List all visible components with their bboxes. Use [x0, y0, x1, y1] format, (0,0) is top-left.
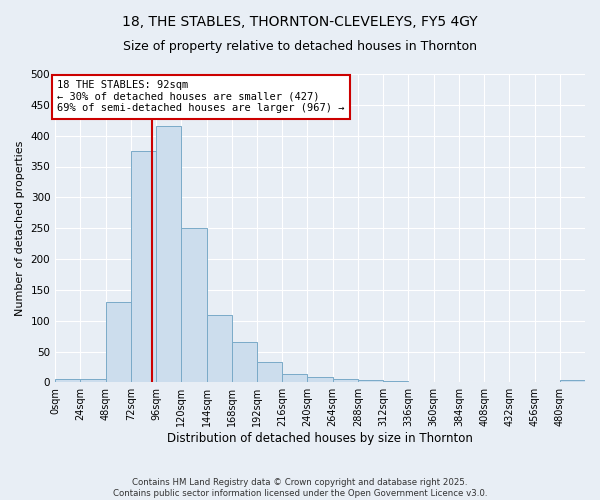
Bar [131, 151, 156, 382]
Bar [383, 381, 409, 382]
Text: 18, THE STABLES, THORNTON-CLEVELEYS, FY5 4GY: 18, THE STABLES, THORNTON-CLEVELEYS, FY5… [122, 15, 478, 29]
Bar [206, 314, 232, 382]
Bar [181, 228, 206, 382]
Text: Contains HM Land Registry data © Crown copyright and database right 2025.
Contai: Contains HM Land Registry data © Crown c… [113, 478, 487, 498]
Bar [358, 380, 383, 382]
Bar [156, 126, 181, 382]
Bar [282, 374, 307, 382]
Bar [257, 362, 282, 382]
Bar [332, 380, 358, 382]
Bar [80, 380, 106, 382]
Y-axis label: Number of detached properties: Number of detached properties [15, 140, 25, 316]
Bar [307, 378, 332, 382]
Bar [232, 342, 257, 382]
Text: Size of property relative to detached houses in Thornton: Size of property relative to detached ho… [123, 40, 477, 53]
X-axis label: Distribution of detached houses by size in Thornton: Distribution of detached houses by size … [167, 432, 473, 445]
Text: 18 THE STABLES: 92sqm
← 30% of detached houses are smaller (427)
69% of semi-det: 18 THE STABLES: 92sqm ← 30% of detached … [57, 80, 345, 114]
Bar [55, 380, 80, 382]
Bar [560, 380, 585, 382]
Bar [106, 302, 131, 382]
